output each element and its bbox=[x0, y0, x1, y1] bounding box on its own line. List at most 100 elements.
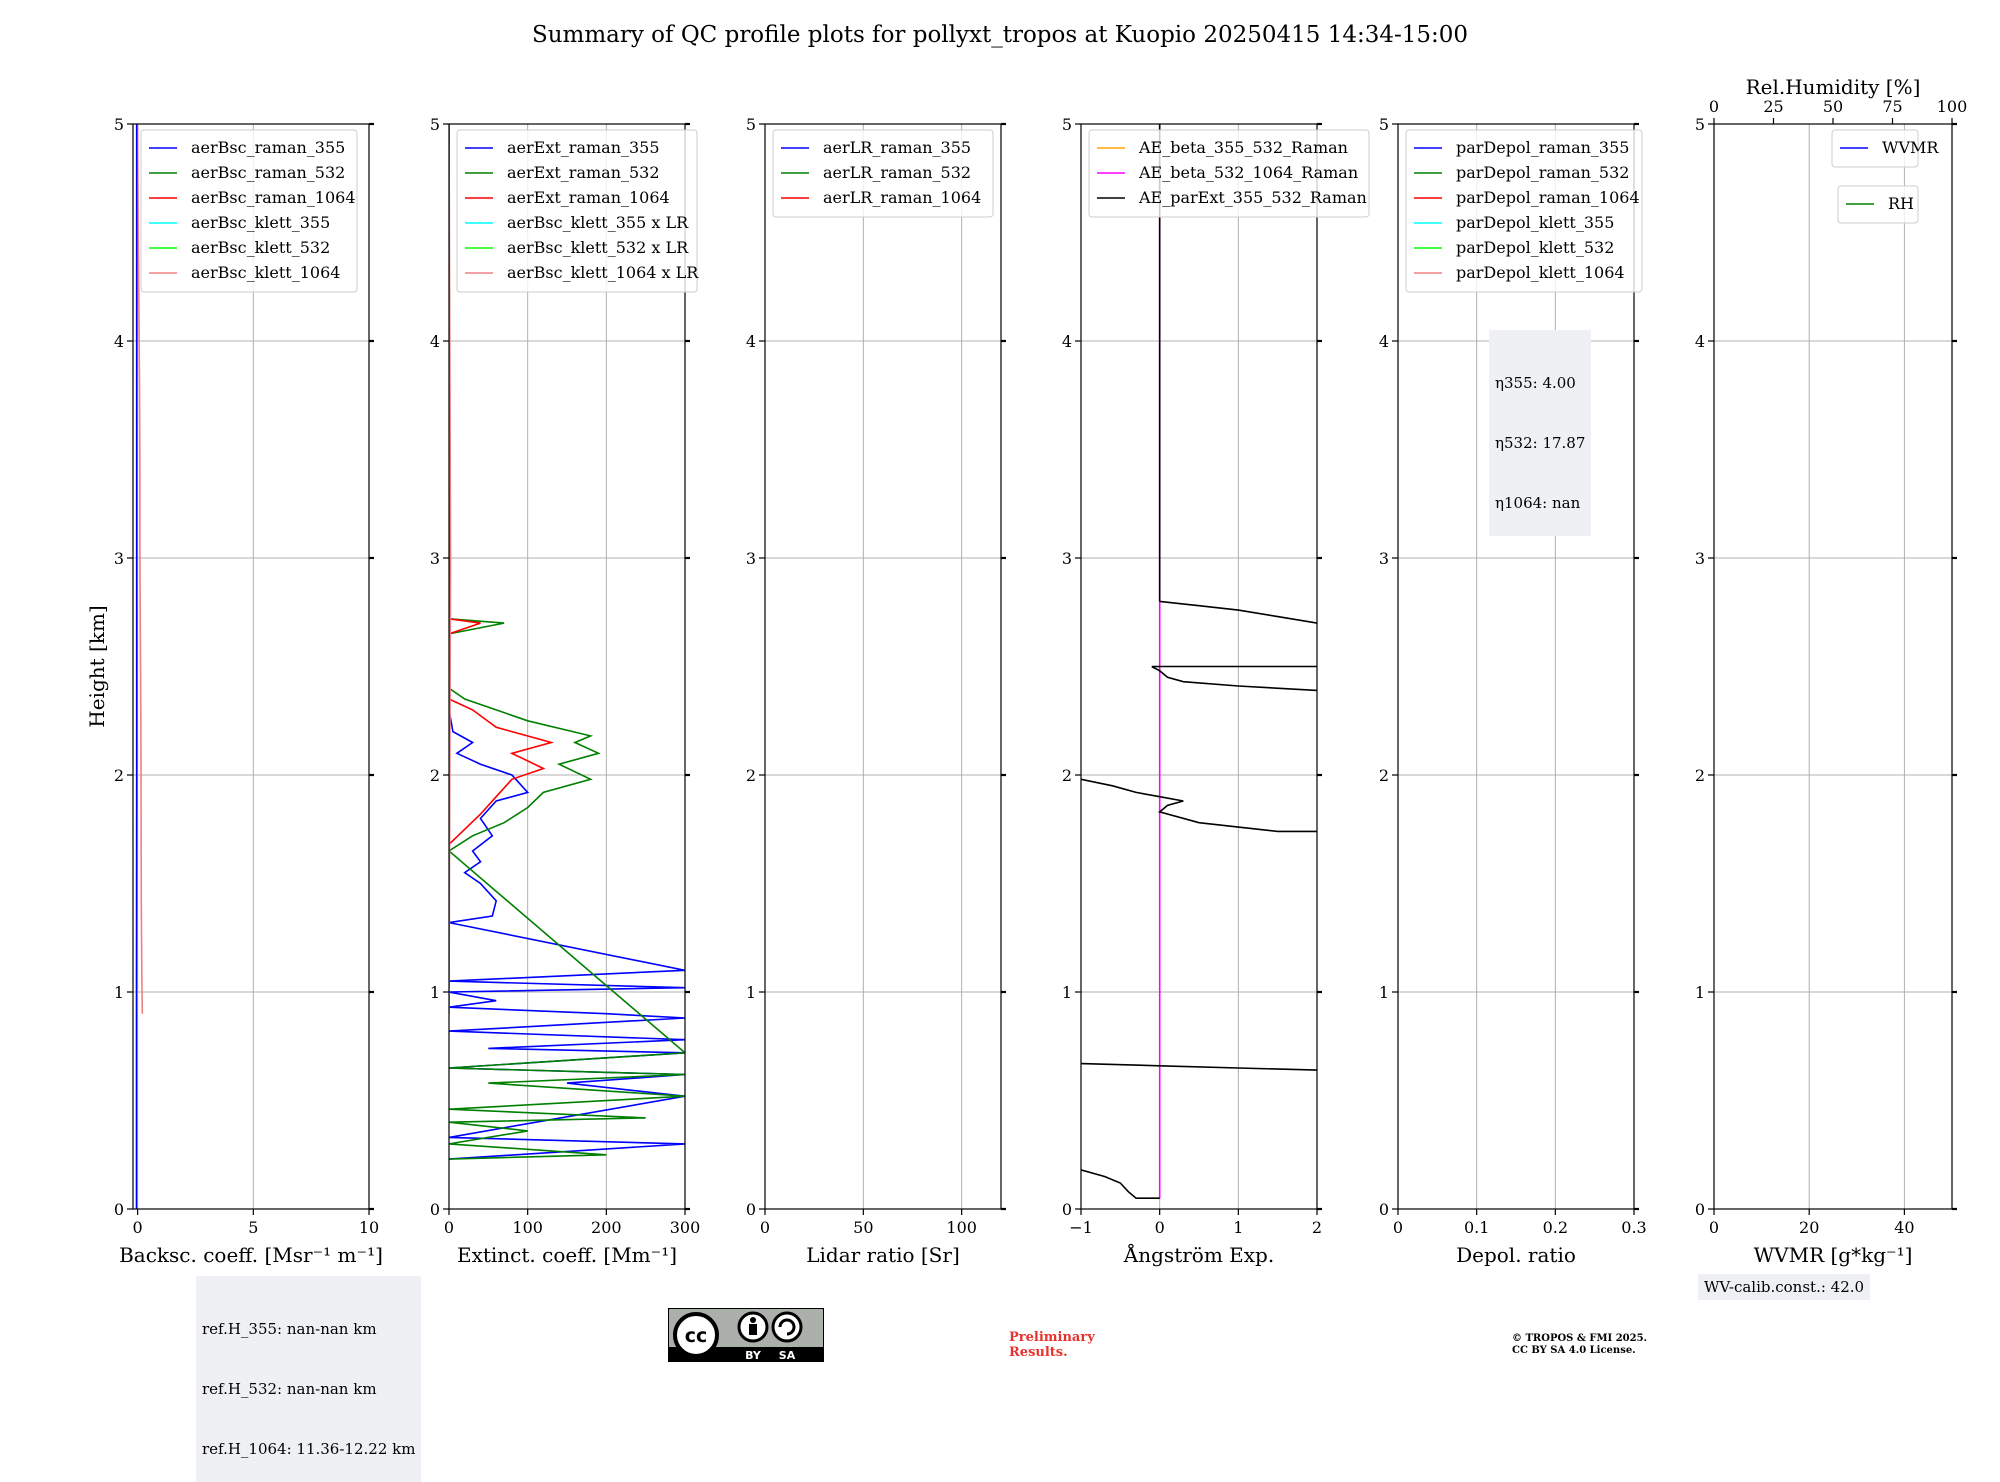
legend-entry: aerBsc_raman_532 bbox=[191, 163, 345, 182]
preliminary-line-1: Preliminary bbox=[1009, 1330, 1095, 1345]
y-tick-label: 0 bbox=[1695, 1200, 1705, 1219]
chart-title: Summary of QC profile plots for pollyxt_… bbox=[0, 22, 2000, 48]
y-tick-label: 1 bbox=[1695, 983, 1705, 1002]
legend-entry: parDepol_klett_355 bbox=[1456, 213, 1614, 232]
y-tick-label: 2 bbox=[1695, 766, 1705, 785]
legend: aerLR_raman_355aerLR_raman_532aerLR_rama… bbox=[773, 130, 993, 217]
series-line-ae-parext-355-532-raman bbox=[1081, 779, 1317, 831]
x-tick-label: 200 bbox=[591, 1218, 622, 1237]
top-x-axis-label: Rel.Humidity [%] bbox=[1746, 75, 1921, 99]
refh-1064: ref.H_1064: 11.36-12.22 km bbox=[202, 1439, 415, 1459]
legend-entry: aerBsc_klett_355 bbox=[191, 213, 330, 232]
sa-label: SA bbox=[779, 1349, 796, 1362]
y-tick-label: 0 bbox=[1062, 1200, 1072, 1219]
y-tick-label: 2 bbox=[1062, 766, 1072, 785]
y-tick-label: 5 bbox=[430, 115, 440, 134]
axes-frame bbox=[765, 124, 1001, 1209]
axes-frame bbox=[1714, 124, 1952, 1209]
x-tick-label: 0.3 bbox=[1621, 1218, 1646, 1237]
y-tick-label: 5 bbox=[1062, 115, 1072, 134]
reference-height-box: ref.H_355: nan-nan km ref.H_532: nan-nan… bbox=[196, 1276, 421, 1482]
x-axis-label: Lidar ratio [Sr] bbox=[806, 1243, 960, 1267]
legend: parDepol_raman_355parDepol_raman_532parD… bbox=[1406, 130, 1642, 292]
x-tick-label: 0 bbox=[760, 1218, 770, 1237]
y-tick-label: 4 bbox=[114, 332, 124, 351]
y-tick-label: 4 bbox=[746, 332, 756, 351]
y-tick-label: 2 bbox=[114, 766, 124, 785]
y-tick-label: 5 bbox=[114, 115, 124, 134]
top-x-tick-label: 0 bbox=[1709, 97, 1719, 116]
y-tick-label: 2 bbox=[746, 766, 756, 785]
legend-entry: aerLR_raman_355 bbox=[823, 138, 971, 157]
y-tick-label: 3 bbox=[746, 549, 756, 568]
y-tick-label: 5 bbox=[1379, 115, 1389, 134]
y-tick-label: 1 bbox=[746, 983, 756, 1002]
legend-entry: parDepol_klett_1064 bbox=[1456, 263, 1625, 282]
x-axis-label: Depol. ratio bbox=[1456, 1243, 1576, 1267]
cc-by-sa-badge: cc BY SA bbox=[668, 1308, 824, 1362]
legend-entry: parDepol_klett_532 bbox=[1456, 238, 1614, 257]
series-line-ae-parext-355-532-raman bbox=[1081, 1064, 1317, 1071]
y-tick-label: 0 bbox=[1379, 1200, 1389, 1219]
refh-532: ref.H_532: nan-nan km bbox=[202, 1379, 415, 1399]
copyright-note: © TROPOS & FMI 2025. CC BY SA 4.0 Licens… bbox=[1512, 1333, 1647, 1357]
top-x-tick-label: 75 bbox=[1882, 97, 1902, 116]
wv-calibration-box: WV-calib.const.: 42.0 bbox=[1698, 1274, 1870, 1300]
legend-entry: aerBsc_klett_355 x LR bbox=[507, 213, 689, 232]
copyright-line-2: CC BY SA 4.0 License. bbox=[1512, 1345, 1647, 1357]
y-tick-label: 3 bbox=[1695, 549, 1705, 568]
eta-1064: η1064: nan bbox=[1495, 493, 1585, 513]
y-tick-label: 3 bbox=[1379, 549, 1389, 568]
legend-entry: aerBsc_raman_355 bbox=[191, 138, 345, 157]
legend-entry: parDepol_raman_532 bbox=[1456, 163, 1629, 182]
x-tick-label: 5 bbox=[248, 1218, 258, 1237]
y-tick-label: 1 bbox=[1379, 983, 1389, 1002]
legend-entry: aerExt_raman_532 bbox=[507, 163, 660, 182]
legend: aerExt_raman_355aerExt_raman_532aerExt_r… bbox=[457, 130, 699, 292]
x-tick-label: −1 bbox=[1069, 1218, 1093, 1237]
x-axis-label: Backsc. coeff. [Msr⁻¹ m⁻¹] bbox=[119, 1243, 383, 1267]
x-tick-label: 100 bbox=[512, 1218, 543, 1237]
x-tick-label: 0 bbox=[1709, 1218, 1719, 1237]
copyright-line-1: © TROPOS & FMI 2025. bbox=[1512, 1333, 1647, 1345]
legend-rh: RH bbox=[1838, 186, 1918, 223]
y-tick-label: 3 bbox=[1062, 549, 1072, 568]
x-tick-label: 0.2 bbox=[1543, 1218, 1568, 1237]
top-x-tick-label: 50 bbox=[1823, 97, 1843, 116]
by-label: BY bbox=[745, 1349, 762, 1362]
preliminary-note: Preliminary Results. bbox=[1009, 1330, 1095, 1360]
x-tick-label: 2 bbox=[1312, 1218, 1322, 1237]
y-tick-label: 4 bbox=[1695, 332, 1705, 351]
y-tick-label: 5 bbox=[1695, 115, 1705, 134]
preliminary-line-2: Results. bbox=[1009, 1345, 1095, 1360]
x-tick-label: 40 bbox=[1894, 1218, 1914, 1237]
series-line-ae-parext-355-532-raman bbox=[1152, 667, 1317, 691]
y-axis-label: Height [km] bbox=[85, 605, 109, 727]
legend: AE_beta_355_532_Raman AE_beta_532_1064_Ra… bbox=[1089, 130, 1369, 217]
y-tick-label: 4 bbox=[430, 332, 440, 351]
x-axis-label: Extinct. coeff. [Mm⁻¹] bbox=[457, 1243, 677, 1267]
y-tick-label: 1 bbox=[1062, 983, 1072, 1002]
legend: aerBsc_raman_355aerBsc_raman_532aerBsc_r… bbox=[141, 130, 357, 292]
legend-entry: aerBsc_klett_532 bbox=[191, 238, 330, 257]
sa-icon bbox=[773, 1313, 801, 1341]
eta-355: η355: 4.00 bbox=[1495, 373, 1585, 393]
legend-entry: WVMR bbox=[1882, 138, 1939, 157]
legend-entry: AE_beta_355_532_Raman bbox=[1138, 138, 1348, 157]
y-tick-label: 0 bbox=[430, 1200, 440, 1219]
legend-entry: AE_beta_532_1064_Raman bbox=[1138, 163, 1358, 182]
x-tick-label: 10 bbox=[359, 1218, 379, 1237]
legend-wvmr: WVMR bbox=[1832, 130, 1939, 167]
y-tick-label: 2 bbox=[1379, 766, 1389, 785]
series-line-aerext-raman-1064 bbox=[449, 619, 551, 845]
y-tick-label: 4 bbox=[1379, 332, 1389, 351]
refh-355: ref.H_355: nan-nan km bbox=[202, 1319, 415, 1339]
cc-label: cc bbox=[685, 1325, 708, 1347]
eta-info-box: η355: 4.00 η532: 17.87 η1064: nan bbox=[1489, 330, 1591, 536]
